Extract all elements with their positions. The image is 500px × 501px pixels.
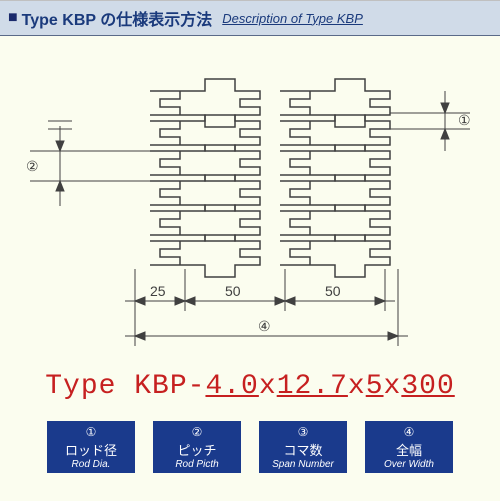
spec-v1: 4.0 xyxy=(205,371,258,402)
legend-box-2: ② ピッチ Rod Picth xyxy=(153,421,241,473)
legend-en: Over Width xyxy=(384,459,434,470)
dim-50b: 50 xyxy=(325,283,341,299)
header-jp: Type KBP の仕様表示方法 xyxy=(22,6,213,30)
legend-box-3: ③ コマ数 Span Number xyxy=(259,421,347,473)
kbp-diagram: ② ① xyxy=(20,51,480,361)
legend-en: Rod Dia. xyxy=(72,459,111,470)
legend-num: ③ xyxy=(298,425,309,439)
legend-jp: ピッチ xyxy=(177,440,216,459)
header-square: ■ xyxy=(8,9,18,27)
spec-v2: 12.7 xyxy=(277,371,348,402)
header-en: Description of Type KBP xyxy=(222,11,363,26)
legend-jp: コマ数 xyxy=(283,440,322,459)
legend-en: Rod Picth xyxy=(175,459,218,470)
legend-box-1: ① ロッド径 Rod Dia. xyxy=(47,421,135,473)
dim-50a: 50 xyxy=(225,283,241,299)
callout-4: ④ xyxy=(258,318,271,334)
legend-num: ② xyxy=(192,425,203,439)
spec-prefix: Type KBP- xyxy=(45,371,205,402)
callout-2: ② xyxy=(26,158,39,174)
legend: ① ロッド径 Rod Dia. ② ピッチ Rod Picth ③ コマ数 Sp… xyxy=(0,421,500,473)
dim-25: 25 xyxy=(150,283,166,299)
legend-jp: 全幅 xyxy=(396,440,422,459)
callout-1: ① xyxy=(458,112,471,128)
legend-box-4: ④ 全幅 Over Width xyxy=(365,421,453,473)
legend-jp: ロッド径 xyxy=(65,440,117,459)
header-bar: ■ Type KBP の仕様表示方法 Description of Type K… xyxy=(0,1,500,36)
legend-num: ① xyxy=(86,425,97,439)
legend-num: ④ xyxy=(404,425,415,439)
spec-line: Type KBP-4.0x12.7x5x300 xyxy=(0,371,500,402)
spec-v3: 5 xyxy=(366,371,384,402)
legend-en: Span Number xyxy=(272,459,334,470)
spec-v4: 300 xyxy=(401,371,454,402)
diagram-area: ② ① xyxy=(20,51,480,361)
